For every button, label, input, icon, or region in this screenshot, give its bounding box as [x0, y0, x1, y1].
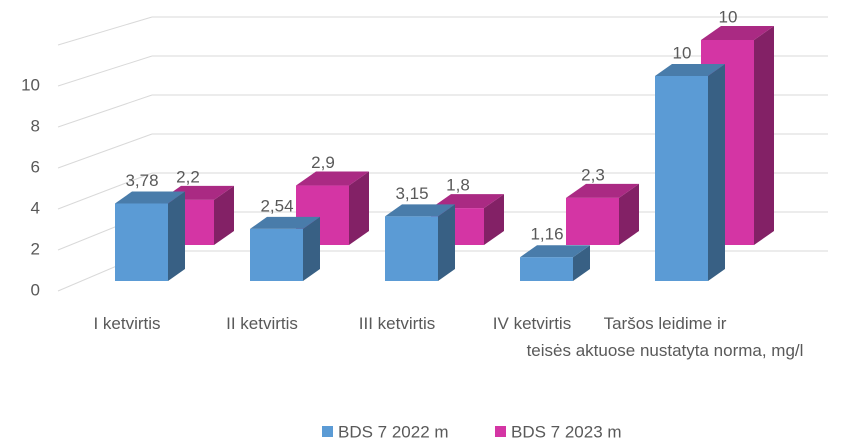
bar-top — [385, 204, 455, 217]
bar-top — [250, 216, 320, 229]
value-label: 10 — [719, 7, 738, 26]
legend-label: BDS 7 2022 m — [338, 422, 449, 441]
x-tick-label: I ketvirtis — [93, 314, 161, 333]
bar-top — [701, 26, 774, 40]
grid-line — [57, 55, 153, 87]
x-tick-label: Taršos leidime ir teisės aktuose nustaty… — [526, 314, 804, 360]
legend-swatch — [322, 426, 333, 437]
bar-side — [754, 26, 774, 245]
y-tick-label: 10 — [21, 75, 40, 94]
x-tick-label: III ketvirtis — [358, 314, 436, 333]
bar-side — [214, 185, 234, 245]
value-label: 2,2 — [176, 167, 200, 186]
x-tick-label: II ketvirtis — [226, 314, 298, 333]
y-tick-label: 6 — [31, 157, 40, 176]
y-tick-label: 0 — [31, 280, 40, 299]
bar-top — [296, 171, 369, 186]
grid-line — [57, 133, 153, 169]
value-label: 2,54 — [260, 196, 293, 215]
bar-side — [303, 216, 320, 281]
bar-side — [168, 191, 185, 281]
bar — [115, 203, 168, 281]
legend-label: BDS 7 2023 m — [511, 422, 622, 441]
y-tick-label: 8 — [31, 116, 40, 135]
value-label: 1,16 — [530, 225, 563, 244]
grid-line — [57, 172, 153, 210]
grid-line — [57, 16, 153, 46]
value-label: 10 — [673, 43, 692, 62]
value-label: 2,9 — [311, 153, 335, 172]
y-tick-label: 4 — [31, 198, 40, 217]
value-label: 1,8 — [446, 176, 470, 195]
bar-side — [573, 245, 590, 281]
bar — [566, 197, 619, 245]
bar-side — [484, 194, 504, 245]
bar-top — [115, 191, 185, 204]
x-tick-label: IV ketvirtis — [492, 314, 572, 333]
value-label: 2,3 — [581, 165, 605, 184]
bar — [655, 76, 708, 281]
bar — [385, 216, 438, 281]
y-tick-label: 2 — [31, 239, 40, 258]
grid-line — [57, 94, 153, 128]
bar-top — [566, 183, 639, 198]
bar-side — [619, 183, 639, 245]
value-label: 3,15 — [395, 184, 428, 203]
bar-side — [438, 204, 455, 281]
bar-top — [655, 64, 725, 76]
value-label: 3,78 — [125, 171, 158, 190]
legend-swatch — [495, 426, 506, 437]
bar-top — [520, 245, 590, 258]
bar — [520, 257, 573, 281]
bar-side — [349, 171, 369, 245]
bar-side — [708, 64, 725, 281]
bar — [250, 228, 303, 281]
